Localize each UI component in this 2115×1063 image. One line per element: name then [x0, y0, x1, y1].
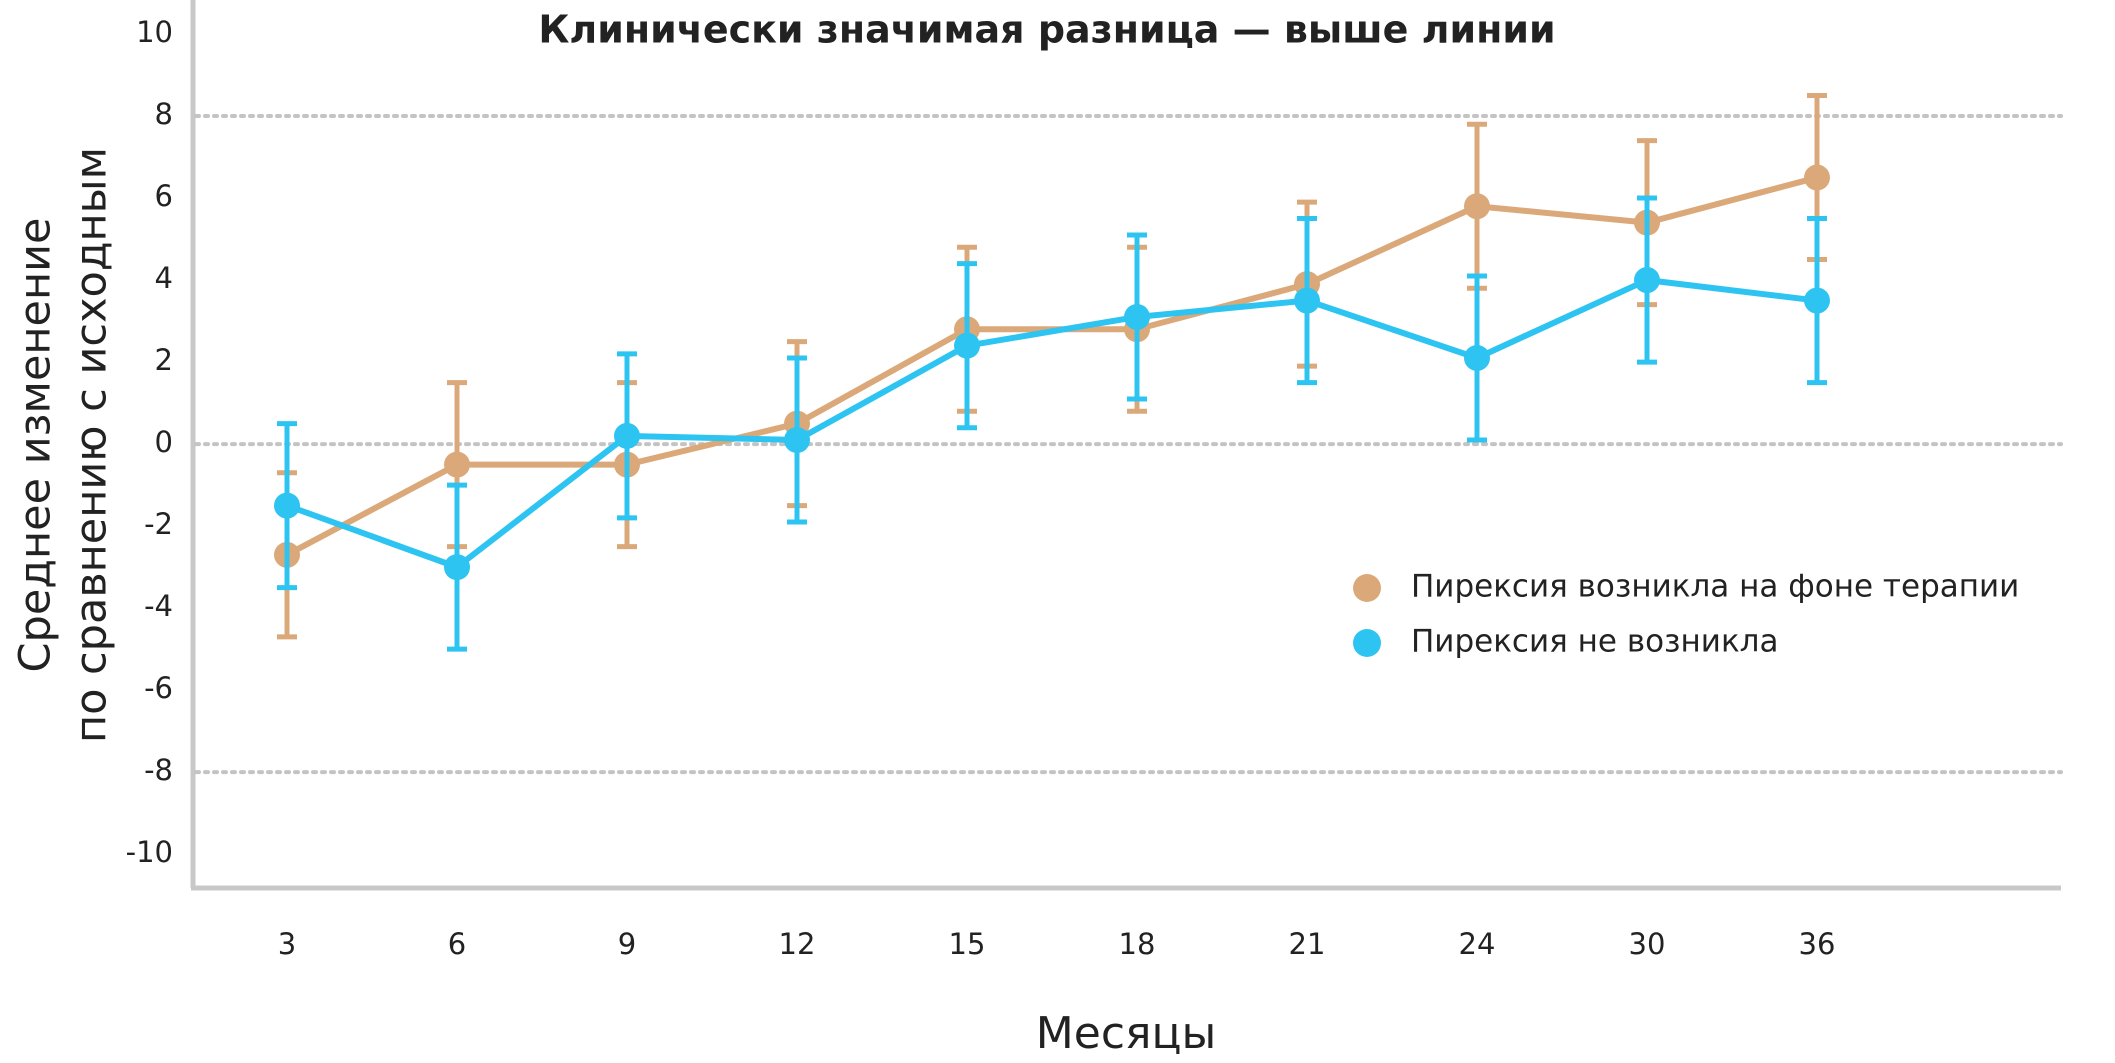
x-tick-label: 24	[1459, 927, 1496, 961]
data-point	[444, 451, 470, 478]
data-point	[954, 332, 980, 359]
x-tick-label: 15	[949, 927, 986, 961]
series-line	[285, 277, 1818, 571]
y-tick-label: 8	[155, 97, 173, 131]
data-point	[1804, 164, 1830, 191]
data-point	[1804, 287, 1830, 314]
y-tick-label: -8	[144, 753, 173, 787]
legend-label: Пирексия не возникла	[1411, 624, 1779, 660]
x-tick-label: 36	[1799, 927, 1836, 961]
y-tick-label: 6	[155, 179, 173, 213]
x-tick-label: 21	[1289, 927, 1326, 961]
y-tick-label: -2	[144, 507, 173, 541]
data-point	[1124, 303, 1150, 330]
x-tick-label: 12	[779, 927, 816, 961]
data-point	[1464, 344, 1490, 371]
y-tick-label: -4	[144, 589, 173, 623]
legend-label: Пирексия возникла на фоне терапии	[1411, 569, 2019, 605]
data-point	[1464, 193, 1490, 220]
y-tick-label: -10	[126, 835, 173, 869]
data-point	[444, 554, 470, 581]
legend-marker	[1353, 629, 1381, 657]
y-tick-label: 2	[155, 343, 173, 377]
data-point	[614, 422, 640, 449]
y-axis-label: по сравнению с исходным	[67, 147, 117, 743]
data-point	[274, 492, 300, 519]
legend-marker	[1353, 574, 1381, 602]
y-tick-label: 10	[136, 15, 173, 49]
x-tick-label: 30	[1629, 927, 1666, 961]
chart-title: Клинически значимая разница — выше линии	[538, 8, 1555, 52]
data-point	[1634, 267, 1660, 294]
series-line	[285, 174, 1818, 558]
y-tick-label: -6	[144, 671, 173, 705]
x-tick-label: 18	[1119, 927, 1156, 961]
data-point	[1294, 287, 1320, 314]
y-tick-label: 0	[155, 425, 173, 459]
y-tick-label: 4	[155, 261, 173, 295]
y-axis-label: Среднее изменение	[11, 218, 61, 673]
x-axis-label: Месяцы	[1036, 1008, 1216, 1059]
data-point	[784, 426, 810, 453]
x-tick-label: 9	[618, 927, 636, 961]
x-tick-label: 6	[448, 927, 466, 961]
x-tick-label: 3	[278, 927, 296, 961]
